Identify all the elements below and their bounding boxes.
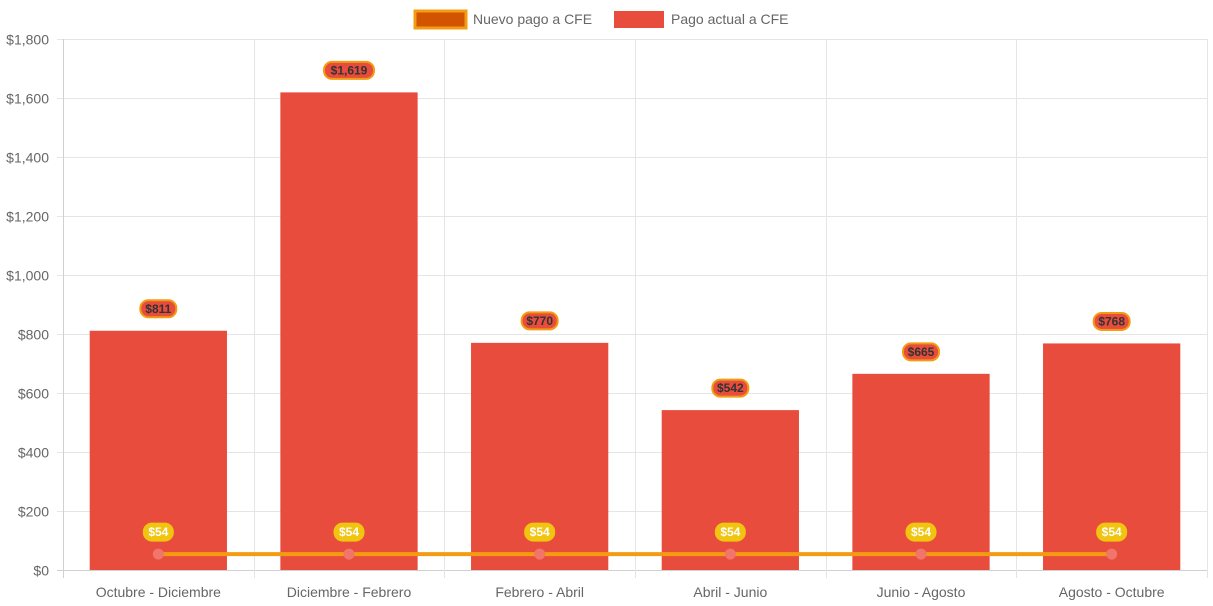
- data-label-box: [714, 522, 746, 542]
- x-tick-label: Febrero - Abril: [495, 584, 584, 600]
- line-point: [724, 548, 736, 560]
- data-label-box: [524, 522, 556, 542]
- data-label-box: [142, 522, 174, 542]
- x-tick-label: Agosto - Octubre: [1059, 584, 1165, 600]
- data-label: $54: [339, 525, 359, 539]
- data-label: $542: [717, 381, 744, 395]
- data-label-box: [1092, 311, 1131, 331]
- x-tick-label: Abril - Junio: [693, 584, 767, 600]
- data-label-box: [1096, 522, 1128, 542]
- data-label: $1,619: [331, 63, 368, 77]
- bar-series: [89, 92, 1181, 571]
- y-tick-label: $1,000: [6, 268, 49, 284]
- line-point: [534, 548, 546, 560]
- data-label: $54: [530, 525, 550, 539]
- data-label: $770: [526, 314, 553, 328]
- y-tick-label: $1,600: [6, 91, 49, 107]
- data-label: $768: [1098, 314, 1125, 328]
- line-point: [915, 548, 927, 560]
- chart-grid: [57, 39, 1208, 578]
- data-label: $811: [145, 302, 171, 316]
- line-point: [343, 548, 355, 560]
- data-label-box: [902, 342, 940, 362]
- x-axis: Octubre - Diciembre Diciembre - Febrero Fe…: [96, 584, 1165, 600]
- x-tick-label: Junio - Agosto: [877, 584, 966, 600]
- y-tick-label: $1,800: [6, 32, 49, 48]
- data-label-box: [905, 522, 937, 542]
- legend-label-nuevo: Nuevo pago a CFE: [473, 11, 592, 27]
- data-label-box: [520, 311, 559, 331]
- data-label-box: [139, 299, 178, 319]
- legend: Nuevo pago a CFE Pago actual a CFE: [413, 9, 789, 30]
- y-tick-label: $0: [33, 563, 49, 579]
- data-label-box: [323, 60, 375, 80]
- x-tick-label: Octubre - Diciembre: [96, 584, 221, 600]
- data-label: $54: [911, 525, 931, 539]
- y-tick-label: $1,200: [6, 209, 49, 225]
- data-label: $54: [148, 525, 168, 539]
- legend-label-actual: Pago actual a CFE: [671, 11, 789, 27]
- legend-swatch-nuevo: [413, 9, 468, 30]
- legend-item-nuevo[interactable]: Nuevo pago a CFE: [413, 9, 592, 30]
- line-point: [152, 548, 164, 560]
- data-label: $665: [908, 345, 935, 359]
- data-labels: $811 $1,619 $770 $542 $665 $768 $54 $54 $54 $54 $5…: [139, 60, 1131, 542]
- data-label: $54: [720, 525, 740, 539]
- y-tick-label: $600: [18, 386, 49, 402]
- data-label-box: [711, 378, 750, 398]
- y-tick-label: $800: [18, 327, 49, 343]
- legend-item-actual[interactable]: Pago actual a CFE: [614, 11, 789, 28]
- x-tick-label: Diciembre - Febrero: [287, 584, 412, 600]
- data-label: $54: [1102, 525, 1122, 539]
- bar: [661, 410, 799, 570]
- y-tick-label: $1,400: [6, 150, 49, 166]
- y-tick-label: $400: [18, 445, 49, 461]
- line-series: [152, 548, 1118, 560]
- bar: [280, 92, 418, 571]
- line-point: [1106, 548, 1118, 560]
- data-label-box: [333, 522, 365, 542]
- y-axis: $0 $200 $400 $600 $800 $1,000 $1,200 $1,400 $1,6…: [6, 32, 49, 579]
- legend-swatch-actual: [614, 11, 664, 28]
- y-tick-label: $200: [18, 504, 49, 520]
